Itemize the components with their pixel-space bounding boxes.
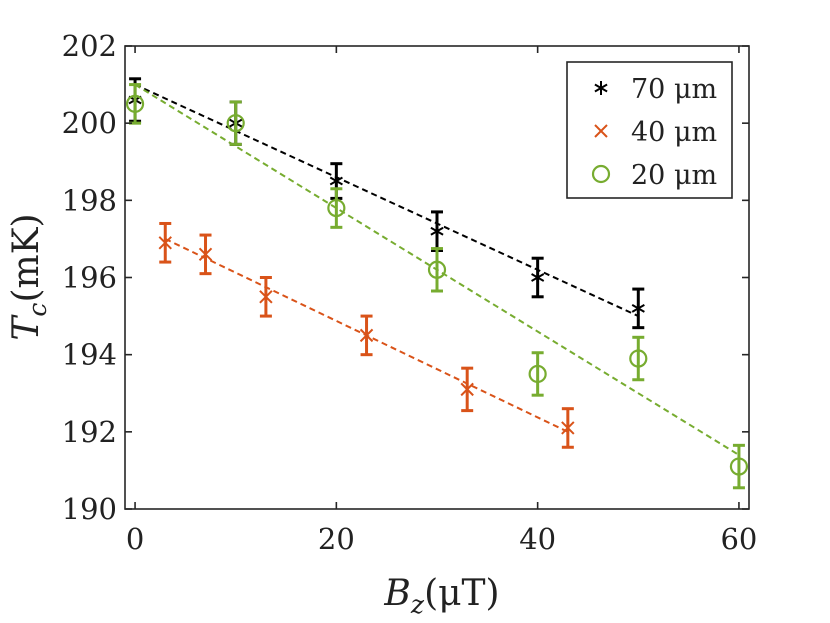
data-point-circle xyxy=(629,349,648,368)
legend-label-2: 40 μm xyxy=(631,117,717,148)
legend-label-1: 70 μm xyxy=(631,74,717,105)
data-point-stroke xyxy=(631,303,645,313)
series-3 xyxy=(125,83,749,490)
y-tick-label: 192 xyxy=(62,415,117,449)
data-point-stroke xyxy=(259,290,273,304)
legend-marker-2 xyxy=(594,124,608,138)
data-point-stroke xyxy=(359,328,374,343)
data-point-circle xyxy=(226,114,245,133)
y-tick-label: 196 xyxy=(62,261,117,295)
data-point-circle xyxy=(528,364,547,384)
data-point-stroke xyxy=(430,226,444,236)
x-axis-title-unit: (μT) xyxy=(424,573,500,614)
x-axis-title-sub: z xyxy=(410,590,425,619)
y-tick-label: 202 xyxy=(62,29,117,63)
legend-box xyxy=(566,61,733,199)
x-axis-title-main: B xyxy=(383,573,410,614)
error-bar xyxy=(632,335,645,382)
error-bar xyxy=(732,443,745,490)
data-point-stroke xyxy=(329,176,343,186)
data-point xyxy=(561,421,575,435)
y-axis-title: Tc(mK) xyxy=(6,213,52,340)
data-point xyxy=(198,247,213,262)
data-point xyxy=(460,382,474,397)
data-point xyxy=(327,198,346,218)
legend-marker-2-stroke xyxy=(594,124,608,138)
legend-marker-3 xyxy=(591,164,611,184)
data-point xyxy=(729,457,749,476)
error-bar xyxy=(531,351,544,397)
data-point-stroke xyxy=(561,421,575,435)
data-point xyxy=(158,236,172,250)
x-tick-label: 20 xyxy=(318,522,355,556)
data-point xyxy=(531,270,545,285)
data-point xyxy=(226,114,245,133)
plot-area xyxy=(125,77,749,490)
y-axis-title-unit: (mK) xyxy=(6,213,47,302)
data-point xyxy=(629,349,648,368)
data-point-circle xyxy=(125,94,145,113)
legend: 70 μm 40 μm 20 μm xyxy=(566,61,733,199)
data-point-stroke xyxy=(198,247,213,262)
error-bar xyxy=(431,247,443,293)
data-point xyxy=(329,174,343,189)
x-tick-label: 40 xyxy=(519,522,556,556)
data-point-stroke xyxy=(158,236,172,250)
axes: 0 20 40 60 190 192 194 196 198 200 202 xyxy=(62,29,758,556)
y-tick-label: 198 xyxy=(62,183,117,217)
y-tick-label: 190 xyxy=(62,492,117,526)
y-axis-title-sub: c xyxy=(23,303,52,317)
data-point xyxy=(359,328,374,343)
x-axis-title: Bz(μT) xyxy=(383,573,499,619)
data-point-circle xyxy=(729,457,749,476)
series-2 xyxy=(158,221,575,449)
y-tick-label: 200 xyxy=(62,106,117,140)
x-tick-label: 0 xyxy=(126,522,144,556)
fit-line-series-1 xyxy=(134,83,639,317)
legend-marker-1-stroke xyxy=(594,83,608,93)
legend-marker-3-circle xyxy=(591,164,611,184)
error-bar xyxy=(229,100,242,146)
data-point xyxy=(259,290,273,304)
data-point xyxy=(631,301,645,316)
error-bar xyxy=(129,83,142,125)
data-point-circle xyxy=(327,198,346,218)
data-point-stroke xyxy=(531,273,545,282)
y-tick-label: 194 xyxy=(62,338,117,372)
legend-label-3: 20 μm xyxy=(631,160,717,191)
data-point xyxy=(427,260,447,279)
data-point-circle xyxy=(427,260,447,279)
x-tick-label: 60 xyxy=(720,522,757,556)
data-point xyxy=(528,364,547,384)
legend-marker-1 xyxy=(594,81,608,95)
data-point xyxy=(430,224,444,239)
error-bar xyxy=(330,187,343,229)
data-point-stroke xyxy=(460,382,474,397)
data-point xyxy=(125,94,145,113)
y-axis-title-main: T xyxy=(6,314,47,341)
